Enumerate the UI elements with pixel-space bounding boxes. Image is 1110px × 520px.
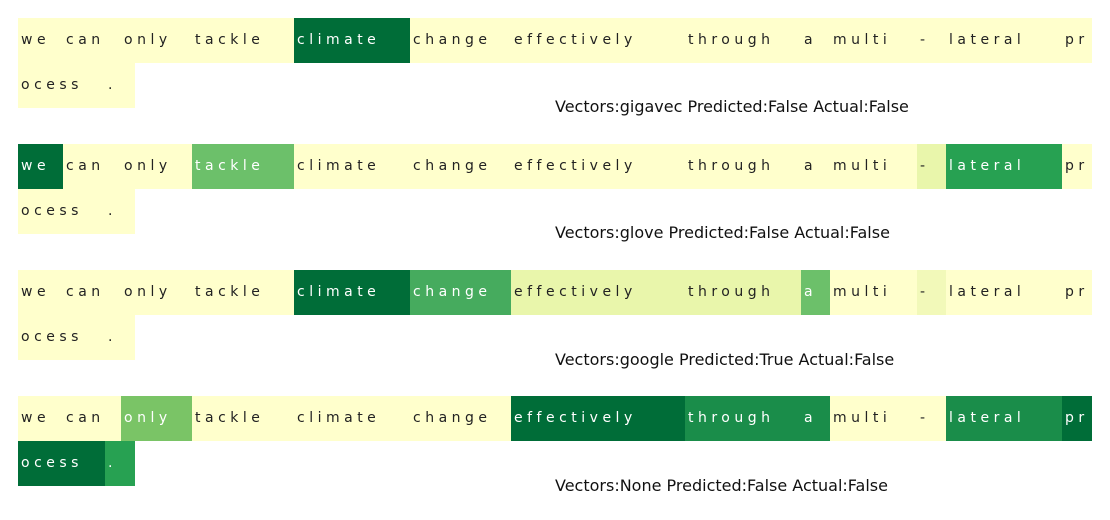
token: pr: [1062, 18, 1092, 63]
token: ocess: [18, 189, 105, 234]
panel-caption: Vectors:None Predicted:False Actual:Fals…: [555, 476, 888, 495]
token: can: [63, 270, 121, 315]
token-row-continuation: ocess.: [18, 63, 135, 108]
token: tackle: [192, 18, 294, 63]
token: climate: [294, 396, 410, 441]
token: .: [105, 189, 135, 234]
token: change: [410, 270, 511, 315]
token: lateral: [946, 270, 1062, 315]
token: lateral: [946, 144, 1062, 189]
token: lateral: [946, 18, 1062, 63]
token: ocess: [18, 315, 105, 360]
token: only: [121, 396, 192, 441]
token: a: [801, 144, 830, 189]
token: we: [18, 270, 63, 315]
token: can: [63, 396, 121, 441]
token: change: [410, 144, 511, 189]
panel-caption: Vectors:glove Predicted:False Actual:Fal…: [555, 223, 890, 242]
token: tackle: [192, 396, 294, 441]
panel-caption: Vectors:google Predicted:True Actual:Fal…: [555, 350, 895, 369]
token: multi: [830, 144, 917, 189]
token: .: [105, 315, 135, 360]
token-row: we can only tackle climate change effectively t…: [18, 270, 1092, 315]
token: a: [801, 18, 830, 63]
token: lateral: [946, 396, 1062, 441]
token: can: [63, 144, 121, 189]
token: only: [121, 18, 192, 63]
token: a: [801, 396, 830, 441]
panel-caption: Vectors:gigavec Predicted:False Actual:F…: [555, 97, 909, 116]
token: ocess: [18, 63, 105, 108]
token: climate: [294, 18, 410, 63]
token: change: [410, 396, 511, 441]
token: tackle: [192, 144, 294, 189]
token: ocess: [18, 441, 105, 486]
token: effectively: [511, 144, 685, 189]
token-row-continuation: ocess.: [18, 315, 135, 360]
token: -: [917, 18, 946, 63]
token: multi: [830, 396, 917, 441]
token-row: we can only tackle climate change effectively t…: [18, 18, 1092, 63]
token-row-continuation: ocess.: [18, 189, 135, 234]
token: effectively: [511, 18, 685, 63]
token-row-continuation: ocess.: [18, 441, 135, 486]
token: we: [18, 18, 63, 63]
token: through: [685, 270, 801, 315]
token: a: [801, 270, 830, 315]
token: multi: [830, 18, 917, 63]
token: through: [685, 18, 801, 63]
token: tackle: [192, 270, 294, 315]
token: through: [685, 396, 801, 441]
token-row: we can only tackle climate change effectively t…: [18, 396, 1092, 441]
token-row: we can only tackle climate change effectively t…: [18, 144, 1092, 189]
token: -: [917, 396, 946, 441]
token: -: [917, 270, 946, 315]
token: change: [410, 18, 511, 63]
token: pr: [1062, 396, 1092, 441]
token: effectively: [511, 396, 685, 441]
token: through: [685, 144, 801, 189]
token: -: [917, 144, 946, 189]
token: pr: [1062, 270, 1092, 315]
token: we: [18, 396, 63, 441]
token: .: [105, 63, 135, 108]
token: effectively: [511, 270, 685, 315]
token: we: [18, 144, 63, 189]
token: only: [121, 144, 192, 189]
token: climate: [294, 270, 410, 315]
token: pr: [1062, 144, 1092, 189]
token: climate: [294, 144, 410, 189]
token: can: [63, 18, 121, 63]
token: multi: [830, 270, 917, 315]
token: .: [105, 441, 135, 486]
token: only: [121, 270, 192, 315]
